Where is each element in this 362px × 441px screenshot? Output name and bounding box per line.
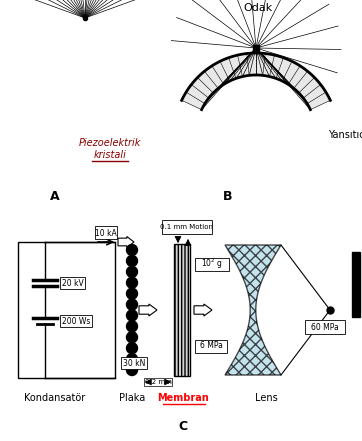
Text: C: C bbox=[178, 420, 188, 433]
Text: $10^2$ g: $10^2$ g bbox=[201, 257, 223, 271]
Text: 30 kN: 30 kN bbox=[123, 359, 145, 367]
Text: Membran: Membran bbox=[157, 393, 209, 403]
Text: Plaka: Plaka bbox=[119, 393, 145, 403]
Text: 6 MPa: 6 MPa bbox=[199, 341, 222, 351]
Text: Yansıtıcı: Yansıtıcı bbox=[328, 130, 362, 140]
Bar bbox=[18, 242, 115, 378]
Circle shape bbox=[126, 354, 138, 365]
FancyBboxPatch shape bbox=[95, 226, 117, 239]
Text: 0.2 mm: 0.2 mm bbox=[144, 379, 172, 385]
Text: 20 kV: 20 kV bbox=[62, 279, 84, 288]
Text: A: A bbox=[50, 190, 60, 203]
Polygon shape bbox=[139, 304, 157, 316]
Text: kristali: kristali bbox=[93, 150, 126, 160]
Bar bbox=[174, 244, 190, 376]
Circle shape bbox=[126, 266, 138, 277]
Circle shape bbox=[126, 299, 138, 310]
FancyBboxPatch shape bbox=[162, 220, 212, 234]
Polygon shape bbox=[225, 245, 281, 375]
Text: Kondansatör: Kondansatör bbox=[24, 393, 86, 403]
Polygon shape bbox=[118, 236, 134, 247]
Circle shape bbox=[126, 310, 138, 321]
FancyBboxPatch shape bbox=[195, 340, 227, 353]
Circle shape bbox=[126, 244, 138, 255]
Circle shape bbox=[126, 365, 138, 375]
Text: 60 MPa: 60 MPa bbox=[311, 322, 339, 332]
FancyBboxPatch shape bbox=[195, 258, 229, 271]
Circle shape bbox=[126, 277, 138, 288]
Circle shape bbox=[126, 343, 138, 354]
Polygon shape bbox=[194, 304, 212, 316]
Circle shape bbox=[126, 255, 138, 266]
Text: B: B bbox=[223, 190, 233, 203]
Text: 10 kA: 10 kA bbox=[95, 228, 117, 238]
Text: Piezoelektrik: Piezoelektrik bbox=[79, 138, 141, 148]
Bar bbox=[352, 252, 360, 317]
FancyBboxPatch shape bbox=[305, 320, 345, 334]
Text: 0.1 mm Motion: 0.1 mm Motion bbox=[160, 224, 214, 230]
Text: Odak: Odak bbox=[243, 3, 273, 13]
Circle shape bbox=[126, 332, 138, 343]
Circle shape bbox=[126, 321, 138, 332]
Text: 200 Ws: 200 Ws bbox=[62, 317, 90, 325]
Text: Lens: Lens bbox=[254, 393, 277, 403]
Circle shape bbox=[126, 288, 138, 299]
Polygon shape bbox=[182, 53, 330, 110]
